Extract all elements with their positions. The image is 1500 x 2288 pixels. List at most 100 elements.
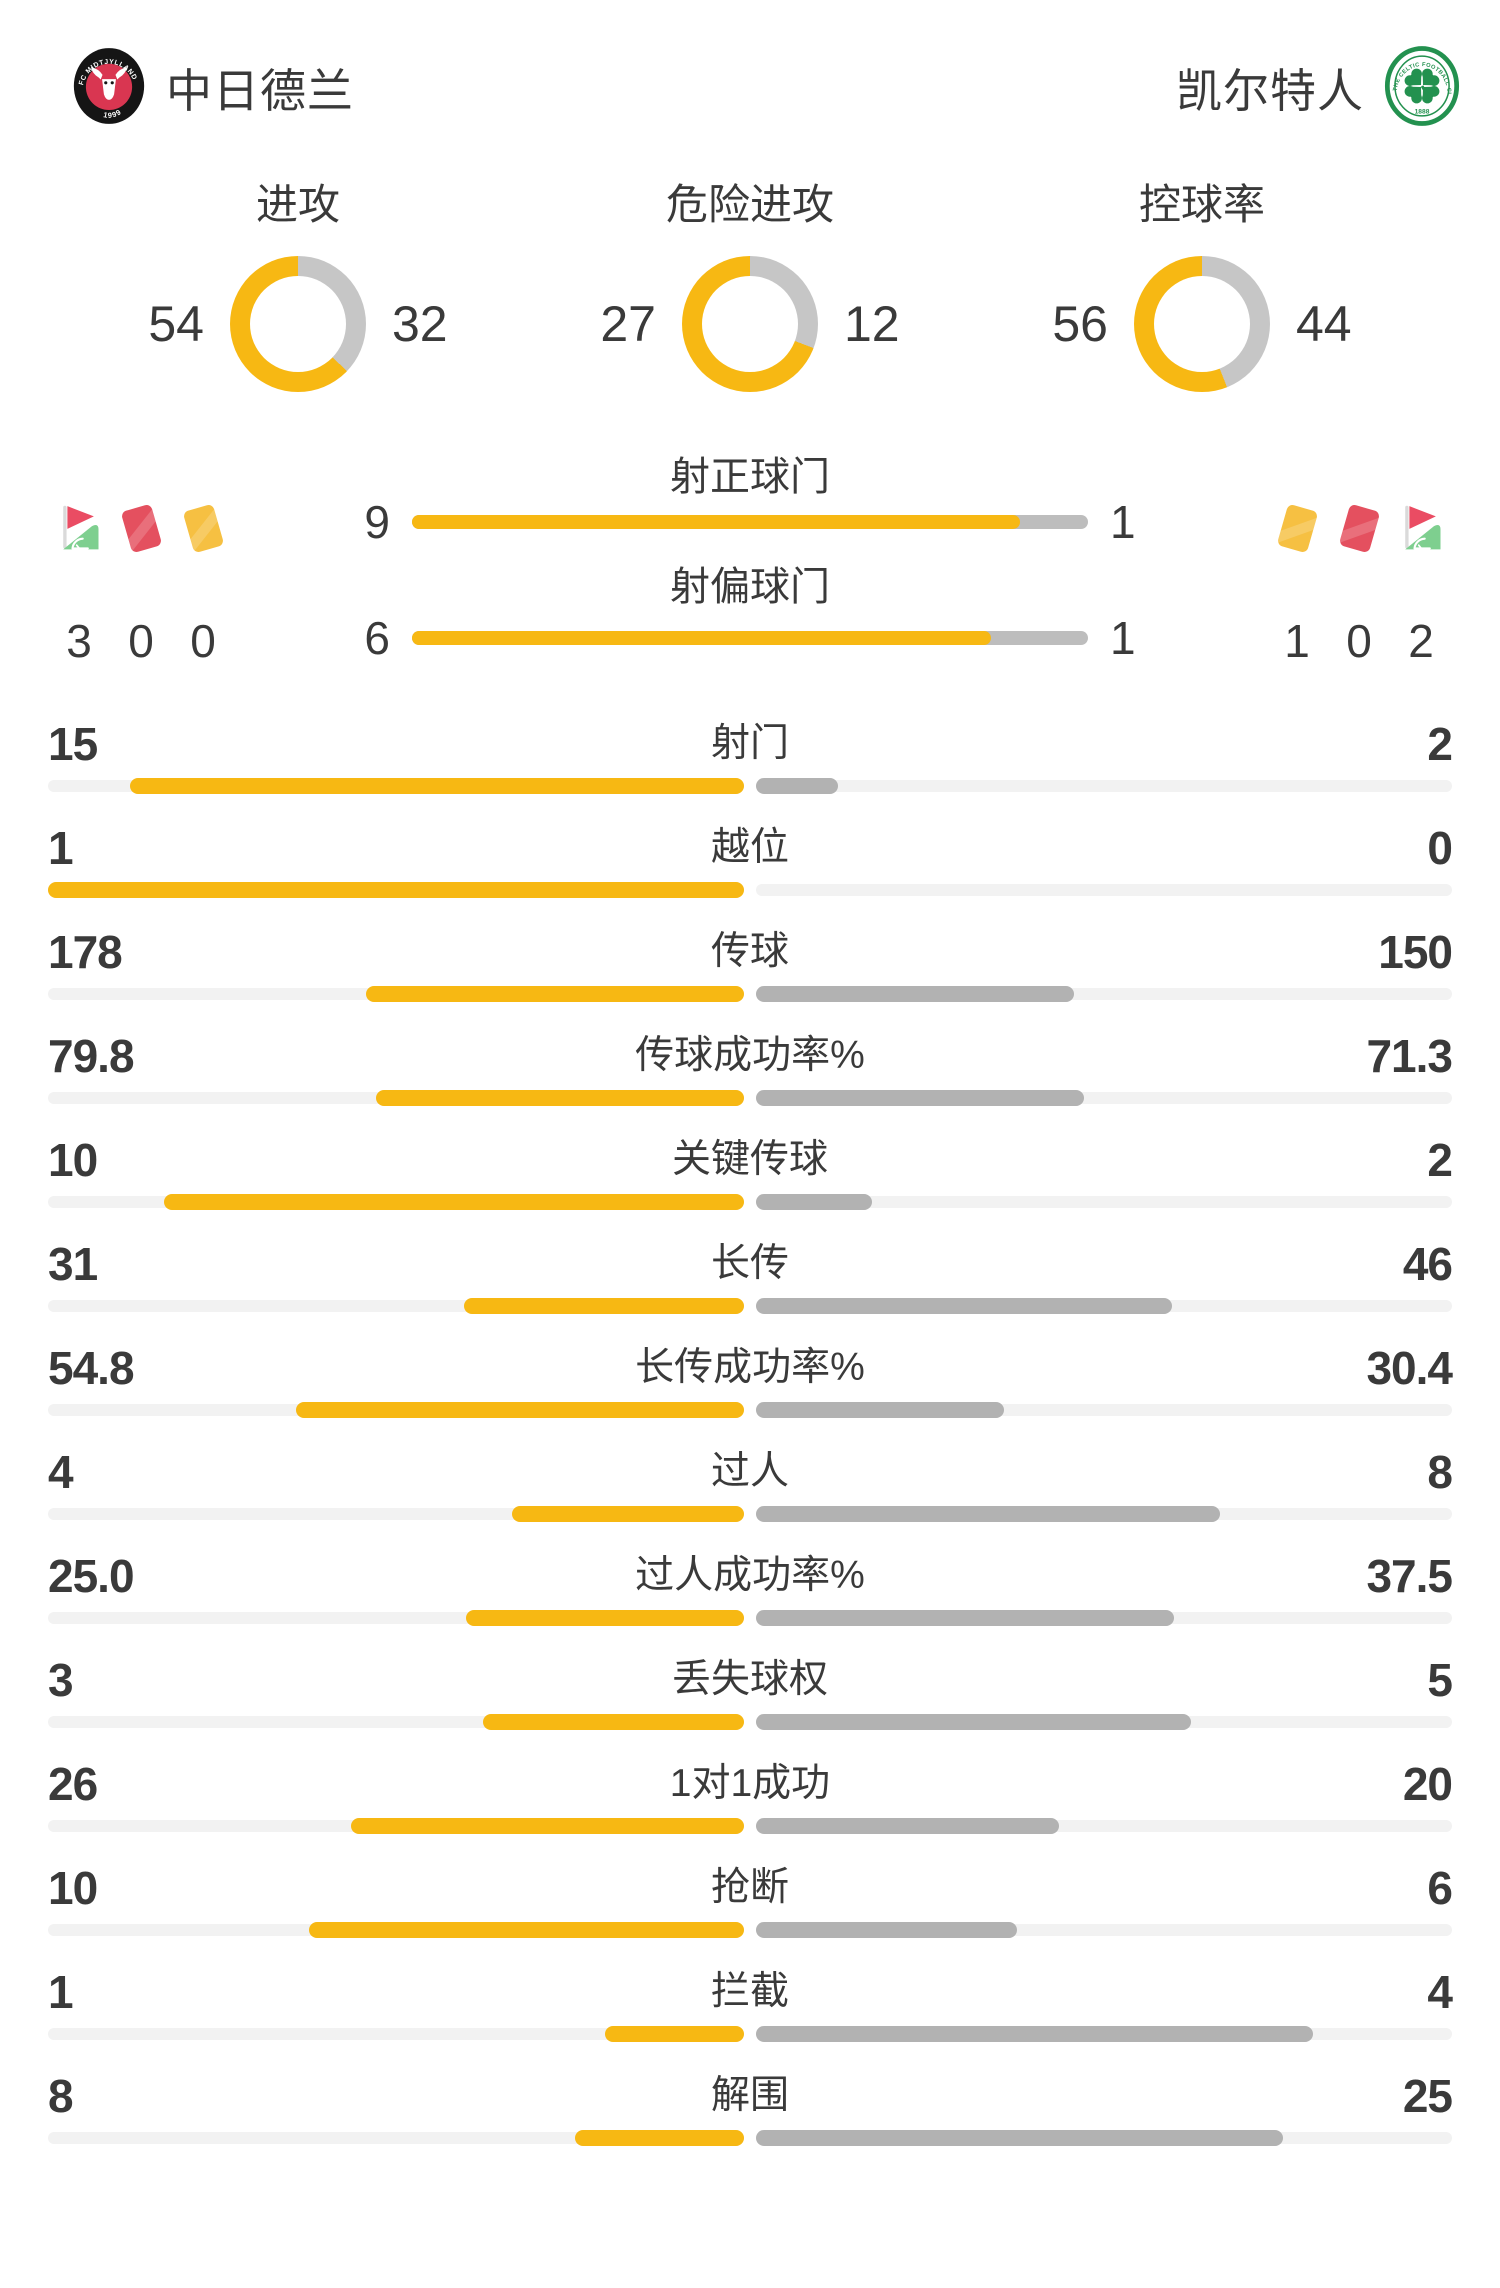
stat-away-value: 25 [1402, 2070, 1453, 2122]
stat-away-track [756, 1506, 1452, 1522]
stat-away-track [756, 1194, 1452, 1210]
stat-home-value: 25.0 [48, 1550, 135, 1602]
away-red-cards-count: 0 [1346, 615, 1372, 667]
stat-away-track [756, 2026, 1452, 2042]
stat-away-fill [756, 1298, 1172, 1314]
stat-label: 长传 [710, 1242, 789, 1285]
donut-group: 控球率 56 44 [976, 180, 1428, 392]
donut-home-value: 54 [148, 296, 204, 352]
stat-home-track [48, 882, 744, 898]
stat-home-fill [350, 1818, 744, 1834]
stat-away-value: 71.3 [1366, 1030, 1453, 1082]
stat-away-fill [756, 1506, 1221, 1522]
donut-hole [250, 276, 346, 372]
home-discipline-counts: 3 0 0 [48, 613, 234, 669]
shots-off-target-home-value: 6 [364, 612, 390, 664]
stat-away-value: 2 [1427, 1134, 1453, 1186]
stat-away-value: 30.4 [1366, 1342, 1453, 1394]
corner-flag-icon [48, 497, 110, 559]
overview-donuts: 进攻 54 32 危险进攻 27 12 控球率 56 44 [0, 180, 1500, 392]
stat-away-track [756, 1818, 1452, 1834]
stat-home-value: 54.8 [48, 1342, 135, 1394]
stat-row: 10 抢断 6 [48, 1834, 1453, 1938]
stat-home-value: 10 [48, 1862, 98, 1914]
stat-bar [48, 1402, 1452, 1418]
stats-list: 15 射门 2 1 越位 0 178 传球 150 [48, 690, 1453, 2146]
stat-away-value: 6 [1427, 1862, 1453, 1914]
stat-away-fill [756, 1714, 1191, 1730]
stat-bar [48, 1090, 1452, 1106]
stat-row: 79.8 传球成功率% 71.3 [48, 1002, 1453, 1106]
shots-on-target-away-value: 1 [1110, 496, 1136, 548]
stat-away-fill [756, 1402, 1005, 1418]
donut-title: 危险进攻 [665, 181, 834, 228]
stat-home-fill [512, 1506, 744, 1522]
away-team-name: 凯尔特人 [1176, 65, 1364, 117]
donut-group: 危险进攻 27 12 [524, 180, 976, 392]
stat-home-track [48, 1298, 744, 1314]
away-discipline-icons [1266, 497, 1452, 559]
donut-group: 进攻 54 32 [72, 180, 524, 392]
home-discipline-icons [48, 497, 234, 559]
stat-home-track [48, 986, 744, 1002]
home-corners-count: 3 [66, 615, 92, 667]
stat-home-value: 1 [48, 822, 74, 874]
stat-away-track [756, 1298, 1452, 1314]
stat-home-fill [366, 986, 744, 1002]
donut-hole [702, 276, 798, 372]
stat-label: 解围 [710, 2074, 789, 2117]
red-card-icon [1328, 497, 1390, 559]
stat-bar [48, 1506, 1452, 1522]
stat-label: 拦截 [710, 1970, 789, 2013]
stat-label: 过人 [710, 1450, 789, 1493]
stat-home-track [48, 778, 744, 794]
stat-away-track [756, 1090, 1452, 1106]
stat-away-fill [756, 1090, 1085, 1106]
shots-on-target-home-value: 9 [364, 496, 390, 548]
stat-away-track [756, 986, 1452, 1002]
stat-home-value: 31 [48, 1238, 98, 1290]
stat-home-fill [483, 1714, 744, 1730]
stat-home-fill [465, 1610, 744, 1626]
stat-bar [48, 1194, 1452, 1210]
home-team-name: 中日德兰 [166, 65, 354, 117]
home-team-logo: FC MIDTJYLLAND 1999 [72, 46, 146, 131]
stat-home-fill [604, 2026, 744, 2042]
stat-row: 26 1对1成功 20 [48, 1730, 1453, 1834]
yellow-card-icon [172, 497, 234, 559]
stat-row: 1 越位 0 [48, 794, 1453, 898]
stat-away-track [756, 1402, 1452, 1418]
donut-away-value: 12 [844, 296, 900, 352]
stat-label: 传球成功率% [635, 1034, 865, 1077]
stat-home-fill [164, 1194, 744, 1210]
stat-bar [48, 778, 1452, 794]
stat-label: 射门 [710, 722, 789, 765]
stat-row: 54.8 长传成功率% 30.4 [48, 1314, 1453, 1418]
stat-bar [48, 1818, 1452, 1834]
stat-away-value: 150 [1378, 926, 1453, 978]
stat-row: 15 射门 2 [48, 690, 1453, 794]
stat-away-fill [756, 2026, 1313, 2042]
stat-home-value: 1 [48, 1966, 74, 2018]
stat-label: 抢断 [710, 1866, 789, 1909]
donut-title: 控球率 [1138, 181, 1265, 228]
stat-away-value: 2 [1427, 718, 1453, 770]
stat-home-fill [129, 778, 744, 794]
stat-home-fill [376, 1090, 744, 1106]
stat-home-track [48, 2026, 744, 2042]
stat-home-value: 15 [48, 718, 98, 770]
stat-home-track [48, 1610, 744, 1626]
shots-discipline-section: 3 0 0 1 0 2 射正球门 9 1 射偏球门 6 1 [48, 444, 1452, 684]
stat-home-track [48, 1714, 744, 1730]
stat-bar [48, 1714, 1452, 1730]
shots-off-target-bar-row: 6 1 [300, 610, 1200, 666]
corner-flag-icon [1390, 497, 1452, 559]
stat-label: 关键传球 [671, 1138, 828, 1181]
donut-chart [230, 256, 366, 392]
stat-home-value: 4 [48, 1446, 74, 1498]
stat-away-value: 46 [1402, 1238, 1453, 1290]
svg-text:1888: 1888 [1415, 108, 1430, 115]
stat-bar [48, 1610, 1452, 1626]
stat-home-value: 26 [48, 1758, 98, 1810]
donut-hole [1154, 276, 1250, 372]
